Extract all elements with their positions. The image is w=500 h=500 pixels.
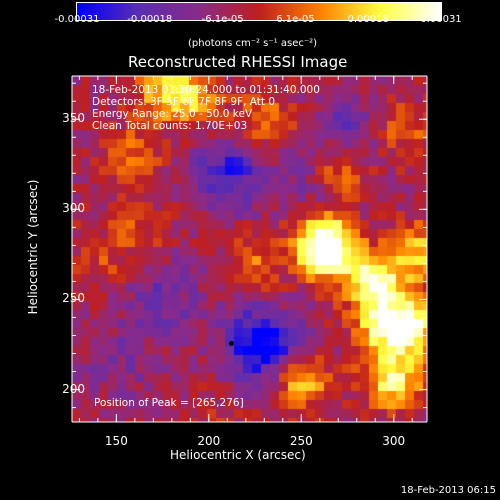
colorbar-tick-label: -0.00018: [127, 14, 173, 25]
colorbar-units: (photons cm⁻² s⁻¹ asec⁻²): [188, 38, 318, 49]
y-tick-label: 350: [62, 111, 85, 126]
colorbar-tick-label: 0.00031: [420, 14, 462, 25]
chart-title: Reconstructed RHESSI Image: [128, 53, 348, 71]
y-axis-label: Heliocentric Y (arcsec): [26, 179, 40, 315]
y-tick-label: 200: [62, 381, 85, 396]
y-tick-label: 300: [62, 201, 85, 216]
time-range-label: 18-Feb-2013 01:30:24.000 to 01:31:40.000: [92, 84, 320, 96]
method-counts-label: Clean Total counts: 1.70E+03: [92, 120, 248, 132]
footer-timestamp: 18-Feb-2013 06:15: [400, 485, 496, 496]
colorbar: [76, 2, 442, 21]
peak-marker: [229, 341, 234, 346]
colorbar-tick-label: 6.1e-05: [276, 14, 315, 25]
peak-position-label: Position of Peak = [265,276]: [94, 397, 244, 409]
heatmap-image: [72, 76, 427, 422]
x-axis-label: Heliocentric X (arcsec): [170, 448, 306, 462]
x-tick-label: 150: [104, 434, 128, 448]
colorbar-tick-label: -0.00031: [54, 14, 100, 25]
x-tick-label: 200: [197, 434, 221, 448]
x-tick-label: 300: [382, 434, 406, 448]
energy-range-label: Energy Range: 25.0 - 50.0 keV: [92, 108, 253, 120]
colorbar-tick-label: 0.00018: [347, 14, 389, 25]
colorbar-tick-label: -6.1e-05: [201, 14, 244, 25]
detectors-label: Detectors: 3F 5F 6F 7F 8F 9F, Att 0: [92, 96, 276, 108]
y-tick-label: 250: [62, 291, 85, 306]
x-tick-label: 250: [289, 434, 313, 448]
